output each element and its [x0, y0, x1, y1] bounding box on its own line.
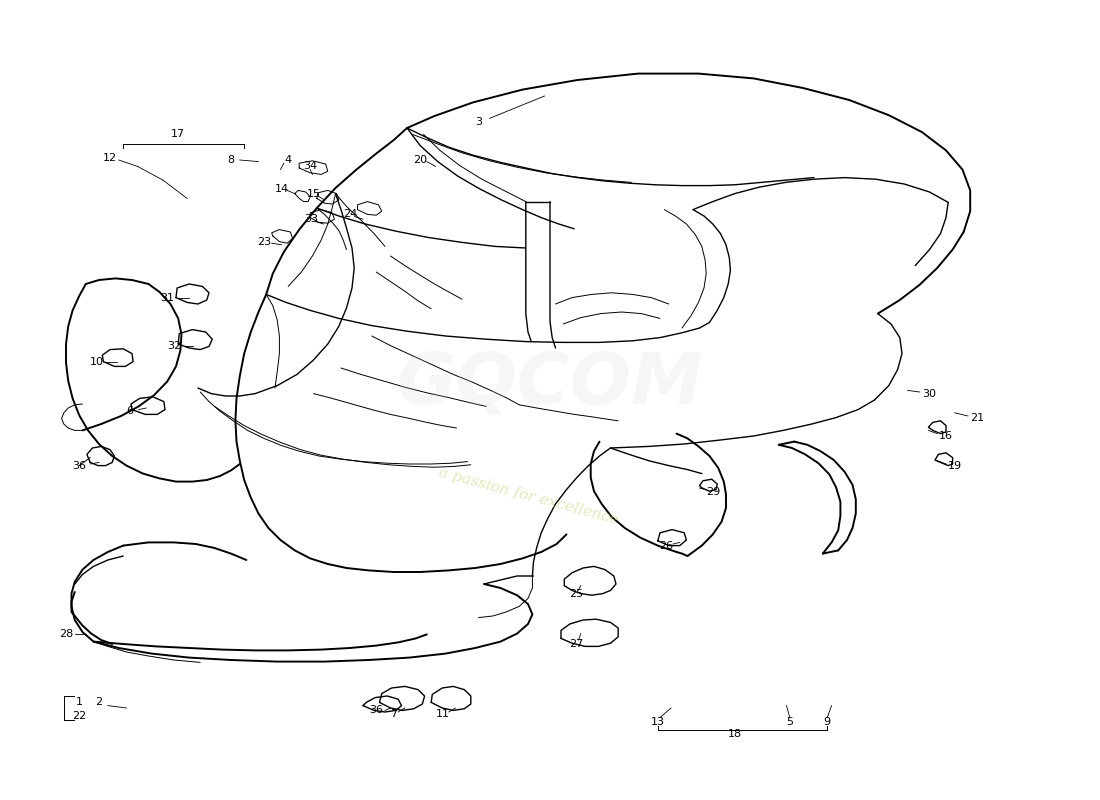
Text: 17: 17	[172, 130, 185, 139]
Text: 12: 12	[103, 154, 117, 163]
Text: 23: 23	[257, 237, 271, 246]
Text: 11: 11	[437, 709, 450, 718]
Text: 10: 10	[90, 357, 103, 366]
Text: 5: 5	[786, 717, 793, 726]
Text: 15: 15	[307, 189, 320, 198]
Text: 36: 36	[370, 706, 383, 715]
Text: 16: 16	[939, 431, 953, 441]
Text: 6: 6	[126, 406, 133, 416]
Text: 20: 20	[414, 155, 427, 165]
Text: 1: 1	[76, 698, 82, 707]
Text: 7: 7	[390, 709, 397, 718]
Text: 32: 32	[167, 341, 180, 350]
Text: 31: 31	[161, 293, 174, 302]
Text: 36: 36	[73, 461, 86, 470]
Text: 27: 27	[570, 639, 583, 649]
Text: 13: 13	[651, 717, 664, 726]
Text: 18: 18	[728, 730, 741, 739]
Text: 21: 21	[970, 413, 983, 422]
Text: GQCOM: GQCOM	[397, 350, 703, 418]
Text: 25: 25	[570, 589, 583, 598]
Text: a passion for excellence: a passion for excellence	[437, 466, 619, 526]
Text: 28: 28	[59, 629, 73, 638]
Text: 33: 33	[305, 214, 318, 224]
Text: 26: 26	[660, 541, 673, 550]
Text: 8: 8	[228, 155, 234, 165]
Text: 30: 30	[923, 389, 936, 398]
Text: 22: 22	[73, 711, 86, 721]
Text: 3: 3	[475, 117, 482, 126]
Text: 9: 9	[824, 717, 830, 726]
Text: 14: 14	[275, 184, 288, 194]
Text: 19: 19	[948, 461, 961, 470]
Text: 34: 34	[304, 162, 317, 171]
Text: 24: 24	[343, 210, 356, 219]
Text: 2: 2	[96, 698, 102, 707]
Text: 4: 4	[285, 155, 292, 165]
Text: 29: 29	[706, 487, 719, 497]
